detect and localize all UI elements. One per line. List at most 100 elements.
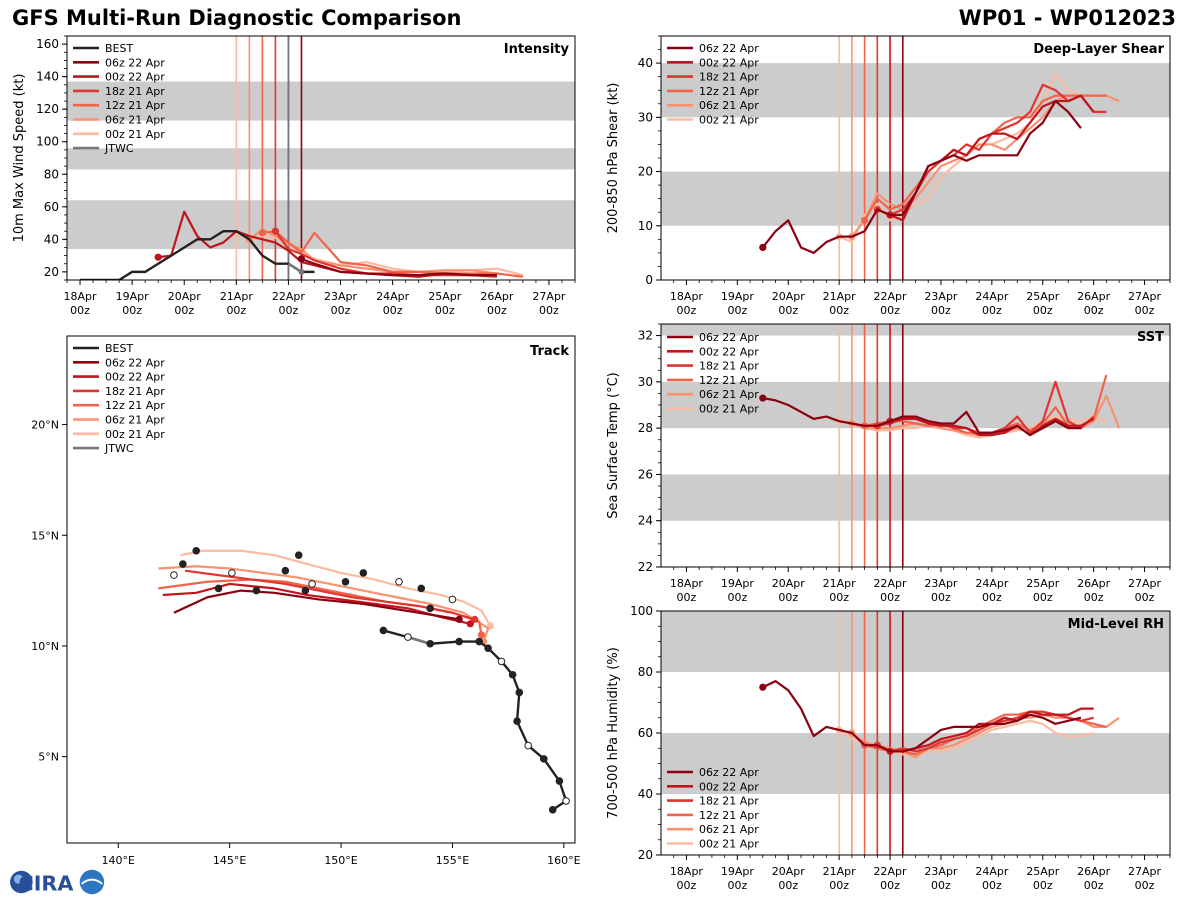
y-tick-label: 32 xyxy=(638,329,653,343)
legend-label: 06z 21 Apr xyxy=(699,823,759,836)
y-tick-label: 30 xyxy=(638,375,653,389)
x-tick-label: 00z xyxy=(982,879,1002,892)
track-init-marker xyxy=(477,631,486,639)
series-init-marker xyxy=(759,683,767,691)
x-tick-label: 00z xyxy=(70,304,90,317)
page-title: GFS Multi-Run Diagnostic Comparison xyxy=(12,6,462,30)
series-line xyxy=(301,257,497,277)
best-track-point xyxy=(475,637,483,646)
series-line xyxy=(248,228,497,275)
series-init-marker xyxy=(297,255,306,263)
x-tick-label: 00z xyxy=(982,591,1002,604)
track-init-marker xyxy=(455,615,463,623)
x-tick-label: 00z xyxy=(727,879,747,892)
x-tick-label: 22Apr xyxy=(874,290,908,303)
legend-label: 06z 22 Apr xyxy=(699,42,759,55)
x-tick-label: 00z xyxy=(1033,879,1053,892)
x-tick-label: 00z xyxy=(677,304,697,317)
y-tick-label: 120 xyxy=(36,102,59,116)
y-tick-label: 20 xyxy=(44,265,59,279)
shaded-band xyxy=(661,733,1170,794)
jtwc-track-line xyxy=(407,635,431,645)
lon-tick-label: 140°E xyxy=(102,854,135,867)
x-tick-label: 24Apr xyxy=(376,290,410,303)
x-tick-label: 21Apr xyxy=(823,865,857,878)
y-tick-label: 10 xyxy=(638,219,653,233)
x-tick-label: 25Apr xyxy=(1026,865,1060,878)
x-tick-label: 00z xyxy=(778,591,798,604)
shaded-band xyxy=(661,474,1170,521)
shear-panel: 01020304018Apr00z19Apr00z20Apr00z21Apr00… xyxy=(606,35,1171,317)
x-tick-label: 27Apr xyxy=(1128,290,1162,303)
x-tick-label: 18Apr xyxy=(670,577,704,590)
legend-label: 00z 21 Apr xyxy=(105,128,165,141)
legend-label: BEST xyxy=(105,342,133,355)
x-tick-label: 24Apr xyxy=(975,577,1009,590)
x-tick-label: 00z xyxy=(677,591,697,604)
best-track-point xyxy=(515,688,524,697)
x-tick-label: 24Apr xyxy=(975,865,1009,878)
best-track-line xyxy=(383,629,568,811)
y-tick-label: 22 xyxy=(638,560,653,574)
track-series-line xyxy=(184,569,476,621)
x-tick-label: 19Apr xyxy=(116,290,150,303)
track-position-point xyxy=(179,560,187,568)
intensity-ylabel: 10m Max Wind Speed (kt) xyxy=(12,74,27,243)
shear-plot-area xyxy=(661,36,1170,280)
shaded-band xyxy=(661,611,1170,672)
series-init-marker xyxy=(271,227,280,235)
x-tick-label: 26Apr xyxy=(1077,865,1111,878)
legend-label: 12z 21 Apr xyxy=(699,809,759,822)
x-tick-label: 00z xyxy=(677,879,697,892)
legend-label: 12z 21 Apr xyxy=(699,85,759,98)
best-track-point xyxy=(562,797,570,805)
y-tick-label: 26 xyxy=(638,467,653,481)
x-tick-label: 21Apr xyxy=(220,290,254,303)
y-tick-label: 40 xyxy=(638,787,653,801)
legend-label: 06z 21 Apr xyxy=(699,388,759,401)
y-tick-label: 140 xyxy=(36,70,59,84)
legend-label: 00z 22 Apr xyxy=(105,371,165,384)
x-tick-label: 00z xyxy=(931,304,951,317)
lat-tick-label: 15°N xyxy=(31,529,59,542)
track-position-point xyxy=(214,584,223,593)
x-tick-label: 27Apr xyxy=(1128,865,1162,878)
x-tick-label: 00z xyxy=(829,879,849,892)
track-frame xyxy=(66,335,576,844)
best-track-point xyxy=(548,805,557,814)
x-tick-label: 00z xyxy=(880,304,900,317)
series-line xyxy=(889,417,1095,437)
intensity-panel: 2040608010012014016018Apr00z19Apr00z20Ap… xyxy=(12,35,576,317)
rh-ylabel: 700-500 hPa Humidity (%) xyxy=(606,647,621,819)
legend-label: JTWC xyxy=(104,442,134,455)
x-tick-label: 27Apr xyxy=(1128,577,1162,590)
best-track-point xyxy=(508,670,517,679)
x-tick-label: 00z xyxy=(1084,591,1104,604)
legend-label: 00z 22 Apr xyxy=(699,780,759,793)
legend-label: 06z 22 Apr xyxy=(699,766,759,779)
legend-label: 00z 21 Apr xyxy=(699,838,759,851)
track-panel: 140°E 145°E 150°E 155°E 160°E 5°N 10°N 15°N 20°N… xyxy=(31,335,581,867)
shear-title: Deep-Layer Shear xyxy=(1033,42,1164,57)
x-tick-label: 00z xyxy=(778,304,798,317)
legend-label: 00z 22 Apr xyxy=(699,56,759,69)
legend-label: 06z 22 Apr xyxy=(105,56,165,69)
shear-ylabel: 200-850 hPa Shear (kt) xyxy=(606,83,621,234)
x-tick-label: 00z xyxy=(331,304,351,317)
legend-label: 12z 21 Apr xyxy=(105,99,165,112)
x-tick-label: 25Apr xyxy=(428,290,462,303)
x-tick-label: 00z xyxy=(1084,304,1104,317)
x-tick-label: 00z xyxy=(727,304,747,317)
x-tick-label: 00z xyxy=(383,304,403,317)
lat-tick-label: 10°N xyxy=(31,640,59,653)
legend-label: 06z 21 Apr xyxy=(105,114,165,127)
shaded-band xyxy=(67,148,575,170)
lon-tick-label: 150°E xyxy=(324,854,357,867)
track-plot-area xyxy=(158,546,570,814)
rh-panel: 2040608010018Apr00z19Apr00z20Apr00z21Apr… xyxy=(606,604,1171,892)
best-track-point xyxy=(513,717,521,726)
x-tick-label: 00z xyxy=(487,304,507,317)
legend-label: 18z 21 Apr xyxy=(699,360,759,373)
